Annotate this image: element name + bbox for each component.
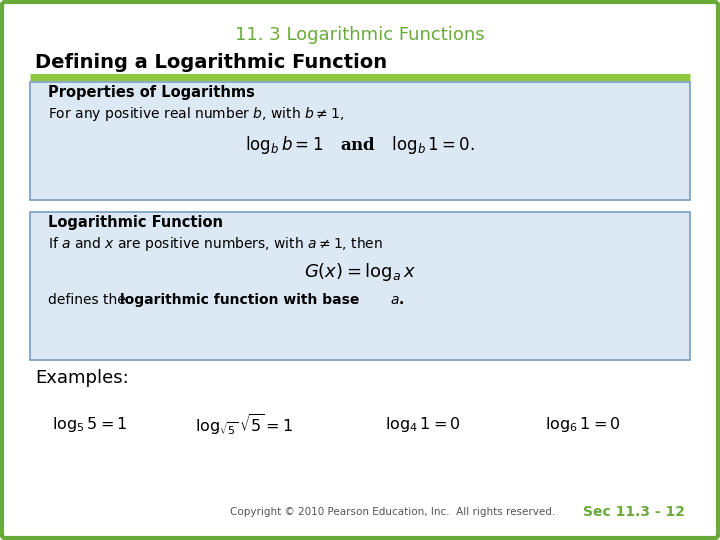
Text: If $a$ and $x$ are positive numbers, with $a \neq 1$, then: If $a$ and $x$ are positive numbers, wit… [48,235,383,253]
Text: defines the: defines the [48,293,130,307]
Text: Properties of Logarithms: Properties of Logarithms [48,85,255,100]
Text: Copyright © 2010 Pearson Education, Inc.  All rights reserved.: Copyright © 2010 Pearson Education, Inc.… [230,507,555,517]
Text: $\log_b b = 1$   and   $\log_b 1 = 0.$: $\log_b b = 1$ and $\log_b 1 = 0.$ [245,134,475,156]
Text: logarithmic function with base: logarithmic function with base [120,293,364,307]
Text: Examples:: Examples: [35,369,129,387]
Text: $\log_6 1 = 0$: $\log_6 1 = 0$ [545,415,621,435]
Text: $\log_{\sqrt{5}} \sqrt{5} = 1$: $\log_{\sqrt{5}} \sqrt{5} = 1$ [195,413,293,437]
Text: 11. 3 Logarithmic Functions: 11. 3 Logarithmic Functions [235,26,485,44]
Text: For any positive real number $b$, with $b \neq 1$,: For any positive real number $b$, with $… [48,105,344,123]
FancyBboxPatch shape [30,212,690,360]
FancyBboxPatch shape [30,82,690,200]
Text: $G(x) = \log_a x$: $G(x) = \log_a x$ [304,261,416,283]
Text: $\log_5 5 = 1$: $\log_5 5 = 1$ [52,415,127,435]
Text: $\log_4 1 = 0$: $\log_4 1 = 0$ [385,415,461,435]
Text: Sec 11.3 - 12: Sec 11.3 - 12 [583,505,685,519]
Text: Defining a Logarithmic Function: Defining a Logarithmic Function [35,52,387,71]
Text: $\mathit{a}$.: $\mathit{a}$. [390,293,405,307]
Text: Logarithmic Function: Logarithmic Function [48,215,223,231]
